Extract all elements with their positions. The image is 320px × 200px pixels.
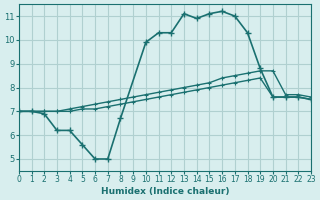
X-axis label: Humidex (Indice chaleur): Humidex (Indice chaleur) — [101, 187, 229, 196]
